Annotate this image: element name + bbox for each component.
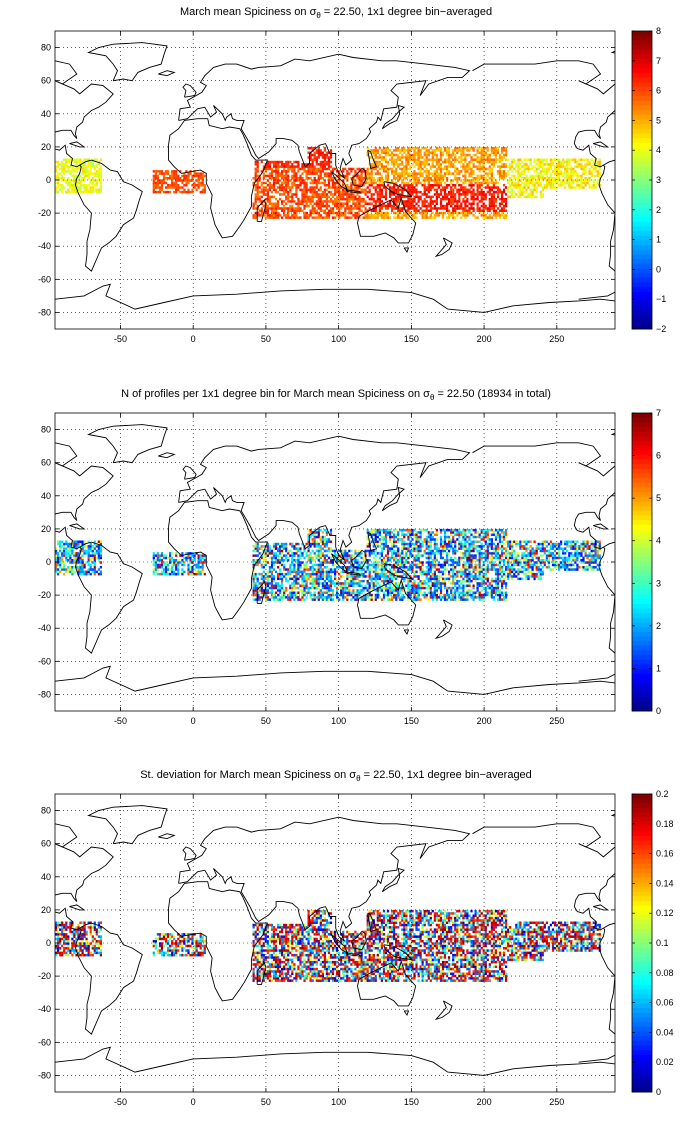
colorbar-tick-label: 1	[656, 663, 661, 673]
colorbar-tick-label: −1	[656, 294, 666, 304]
x-tick-label: 100	[331, 334, 346, 344]
colorbar-tick-label: 0.1	[656, 938, 669, 948]
x-tick-label: 250	[549, 334, 564, 344]
colorbar-tick-label: 3	[656, 175, 661, 185]
colorbar-tick-label: 0.16	[656, 849, 674, 859]
colorbar-tick-label: 0.04	[656, 1027, 674, 1037]
colorbar-tick-label: 5	[656, 115, 661, 125]
y-tick-label: -40	[38, 623, 51, 633]
colorbar-tick-label: 0.08	[656, 968, 674, 978]
colorbar: 7 6 5 4 3 2 1 0	[631, 408, 661, 716]
y-tick-label: 80	[41, 806, 51, 816]
colorbar-tick-label: 7	[656, 56, 661, 66]
map-profile-count: -50 0 50 100 150 200 250806040200-20-40-60-807…	[38, 408, 661, 726]
y-tick-label: -20	[38, 208, 51, 218]
data-cells	[55, 528, 601, 601]
panel-profile-count: N of profiles per 1x1 degree bin for Mar…	[0, 382, 696, 727]
y-tick-label: -60	[38, 1037, 51, 1047]
y-tick-label: 0	[46, 938, 51, 948]
y-tick-label: 0	[46, 557, 51, 567]
x-tick-label: 200	[477, 716, 492, 726]
colorbar-tick-label: 0.12	[656, 908, 674, 918]
colorbar: 8 7 6 5 4 3 2 1 0 −1 −2	[631, 26, 666, 334]
y-tick-label: 60	[41, 458, 51, 468]
colorbar-tick-label: 0	[656, 706, 661, 716]
grid-lines	[55, 413, 615, 711]
y-tick-label: 40	[41, 491, 51, 501]
y-tick-label: -40	[38, 241, 51, 251]
x-tick-label: 50	[261, 716, 271, 726]
colorbar-tick-label: 0	[656, 1087, 661, 1097]
x-tick-label: -50	[114, 1097, 127, 1107]
x-tick-label: 100	[331, 1097, 346, 1107]
y-tick-label: -80	[38, 1070, 51, 1080]
x-tick-label: 250	[549, 1097, 564, 1107]
colorbar-tick-label: 0.14	[656, 878, 674, 888]
x-tick-label: 0	[191, 334, 196, 344]
x-tick-label: 50	[261, 1097, 271, 1107]
y-tick-label: 20	[41, 905, 51, 915]
y-tick-label: -60	[38, 274, 51, 284]
x-tick-label: -50	[114, 334, 127, 344]
colorbar-tick-label: 2	[656, 621, 661, 631]
colorbar-tick-label: 0.18	[656, 819, 674, 829]
y-tick-label: 60	[41, 76, 51, 86]
panel-title: St. deviation for March mean Spiciness o…	[140, 769, 532, 784]
x-tick-label: 50	[261, 334, 271, 344]
grid-lines	[55, 31, 615, 329]
x-tick-label: 200	[477, 1097, 492, 1107]
colorbar-tick-label: 8	[656, 26, 661, 36]
colorbar-tick-label: 1	[656, 235, 661, 245]
colorbar-tick-label: −2	[656, 324, 666, 334]
panel-title: March mean Spiciness on σθ = 22.50, 1x1 …	[179, 6, 493, 21]
y-tick-label: 0	[46, 175, 51, 185]
y-tick-label: -80	[38, 689, 51, 699]
colorbar-tick-label: 6	[656, 451, 661, 461]
colorbar-tick-label: 3	[656, 578, 661, 588]
y-tick-label: -20	[38, 590, 51, 600]
colorbar-tick-label: 2	[656, 205, 661, 215]
colorbar-tick-label: 6	[656, 86, 661, 96]
y-tick-label: 80	[41, 43, 51, 53]
colorbar-tick-label: 0.06	[656, 998, 674, 1008]
y-tick-label: 40	[41, 872, 51, 882]
y-tick-label: 60	[41, 839, 51, 849]
y-tick-label: -80	[38, 307, 51, 317]
panel-mean-spiciness: March mean Spiciness on σθ = 22.50, 1x1 …	[0, 0, 696, 345]
colorbar-tick-label: 0	[656, 264, 661, 274]
colorbar-tick-label: 7	[656, 408, 661, 418]
map-std-deviation: -50 0 50 100 150 200 250806040200-20-40-60-800…	[38, 789, 674, 1107]
x-tick-label: 0	[191, 716, 196, 726]
y-tick-label: 20	[41, 524, 51, 534]
y-tick-label: 80	[41, 425, 51, 435]
x-tick-label: 150	[404, 1097, 419, 1107]
colorbar-tick-label: 0.02	[656, 1057, 674, 1067]
coastlines	[55, 424, 615, 695]
panel-std-deviation: St. deviation for March mean Spiciness o…	[0, 763, 696, 1108]
colorbar-tick-label: 5	[656, 493, 661, 503]
map-mean-spiciness: -50 0 50 100 150 200 250806040200-20-40-60-808…	[38, 26, 666, 344]
coastlines	[55, 805, 615, 1076]
colorbar-tick-label: 4	[656, 536, 661, 546]
x-tick-label: 250	[549, 716, 564, 726]
data-cells	[55, 909, 601, 982]
y-tick-label: 20	[41, 142, 51, 152]
x-tick-label: 150	[404, 716, 419, 726]
data-cells	[55, 146, 601, 219]
x-tick-label: 150	[404, 334, 419, 344]
x-tick-label: -50	[114, 716, 127, 726]
x-tick-label: 0	[191, 1097, 196, 1107]
x-tick-label: 100	[331, 716, 346, 726]
grid-lines	[55, 794, 615, 1092]
colorbar-tick-label: 0.2	[656, 789, 669, 799]
colorbar: 0.2 0.18 0.16 0.14 0.12 0.1 0.08 0.06 0.04 0.02 0	[631, 789, 674, 1097]
colorbar-tick-label: 4	[656, 145, 661, 155]
y-tick-label: -40	[38, 1004, 51, 1014]
y-tick-label: -20	[38, 971, 51, 981]
panel-title: N of profiles per 1x1 degree bin for Mar…	[121, 388, 551, 403]
y-tick-label: -60	[38, 656, 51, 666]
y-tick-label: 40	[41, 109, 51, 119]
x-tick-label: 200	[477, 334, 492, 344]
